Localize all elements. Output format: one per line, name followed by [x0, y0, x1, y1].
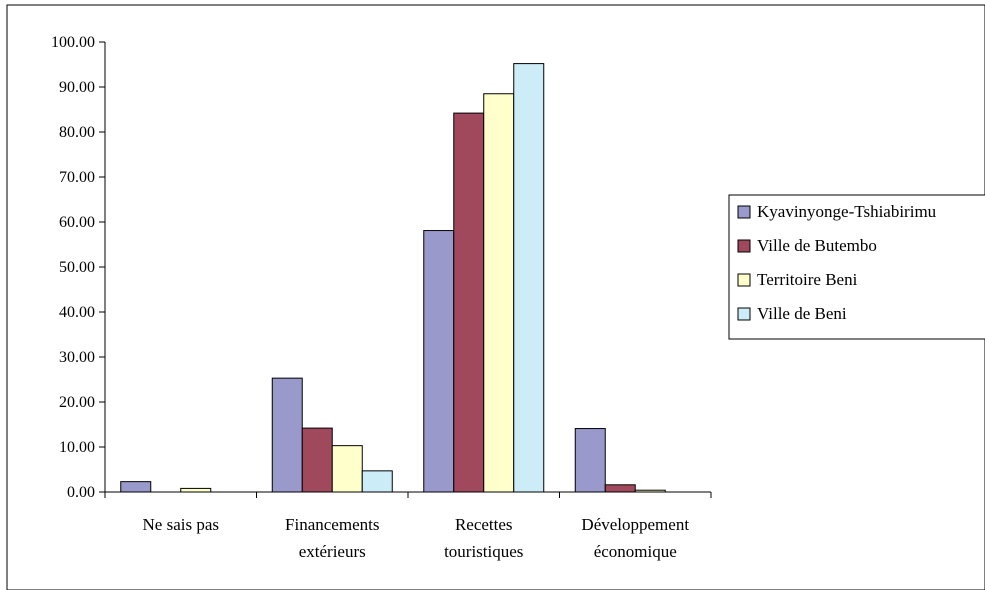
legend-swatch — [737, 239, 751, 253]
x-category-label: Ne sais pas — [143, 515, 219, 534]
legend-label: Kyavinyonge-Tshiabirimu — [757, 202, 937, 221]
bar-ville-de-beni-2 — [513, 63, 545, 493]
x-category-label: Recettes — [455, 515, 513, 534]
y-axis: 0.00 10.00 20.00 30.00 40.00 50.00 60.00 70.00 8… — [51, 34, 106, 501]
bar-kyavinyonge-tshiabirimu-2 — [423, 230, 455, 493]
legend-label: Territoire Beni — [757, 270, 858, 289]
x-category-label: touristiques — [444, 542, 523, 561]
y-tick-label: 50.00 — [59, 259, 95, 276]
y-tick-label: 80.00 — [59, 124, 95, 141]
legend: Kyavinyonge-Tshiabirimu Ville de Butembo T… — [728, 194, 985, 340]
bar-kyavinyonge-tshiabirimu-1 — [271, 377, 303, 493]
y-tick-label: 0.00 — [67, 484, 95, 501]
bar-ville-de-butembo-1 — [301, 427, 333, 493]
legend-label: Ville de Beni — [757, 304, 847, 323]
bar-territoire-beni-2 — [483, 93, 515, 493]
bar-series — [120, 63, 666, 493]
y-tick-label: 90.00 — [59, 79, 95, 96]
bar-ville-de-butembo-2 — [453, 112, 485, 493]
x-axis: Ne sais pas Financements extérieurs Recette… — [104, 491, 712, 561]
y-tick-label: 70.00 — [59, 169, 95, 186]
x-category-label: extérieurs — [299, 542, 366, 561]
y-tick-label: 20.00 — [59, 394, 95, 411]
bar-kyavinyonge-tshiabirimu-3 — [574, 428, 606, 493]
bar-kyavinyonge-tshiabirimu-0 — [120, 481, 152, 493]
x-category-label: Financements — [285, 515, 379, 534]
legend-label: Ville de Butembo — [757, 236, 877, 255]
y-tick-label: 10.00 — [59, 439, 95, 456]
x-category-label: Développement — [581, 515, 689, 534]
legend-swatch — [737, 307, 751, 321]
x-category-label: économique — [594, 542, 677, 561]
y-tick-label: 40.00 — [59, 304, 95, 321]
bar-territoire-beni-1 — [331, 445, 363, 493]
bar-territoire-beni-0 — [180, 487, 212, 493]
bar-ville-de-butembo-3 — [604, 484, 636, 493]
bar-ville-de-beni-1 — [361, 470, 393, 493]
bar-territoire-beni-3 — [634, 489, 666, 493]
legend-swatch — [737, 273, 751, 287]
y-tick-label: 100.00 — [51, 34, 95, 51]
y-tick-label: 60.00 — [59, 214, 95, 231]
legend-swatch — [737, 205, 751, 219]
y-tick-label: 30.00 — [59, 349, 95, 366]
legend-box — [728, 194, 985, 340]
